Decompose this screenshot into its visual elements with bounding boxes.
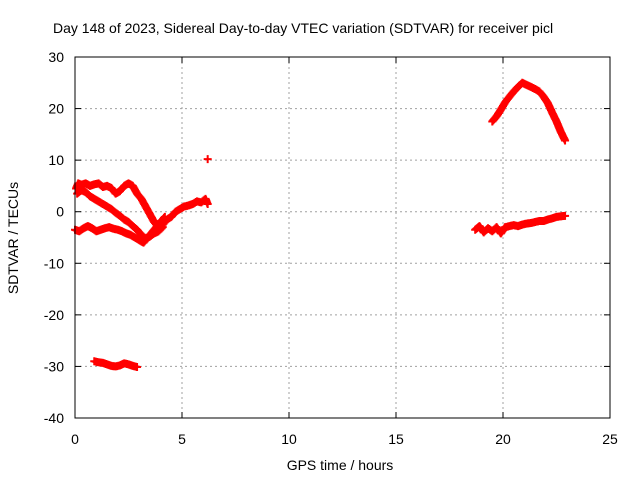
data-points bbox=[71, 78, 570, 371]
x-tick-label: 20 bbox=[495, 431, 511, 447]
x-tick-label: 10 bbox=[281, 431, 297, 447]
series-right-arc bbox=[488, 78, 570, 145]
y-tick-label: 0 bbox=[56, 204, 64, 220]
data-point bbox=[133, 362, 142, 371]
y-tick-label: 10 bbox=[48, 152, 64, 168]
data-point bbox=[561, 211, 570, 220]
y-tick-label: -10 bbox=[44, 255, 64, 271]
y-tick-label: 30 bbox=[48, 49, 64, 65]
y-axis-label: SDTVAR / TECUs bbox=[5, 182, 21, 294]
x-tick-label: 0 bbox=[71, 431, 79, 447]
chart-title: Day 148 of 2023, Sidereal Day-to-day VTE… bbox=[53, 20, 553, 36]
x-tick-label: 15 bbox=[388, 431, 404, 447]
x-tick-label: 5 bbox=[178, 431, 186, 447]
data-point bbox=[203, 155, 212, 164]
x-axis-label: GPS time / hours bbox=[287, 457, 394, 473]
y-tick-label: -20 bbox=[44, 307, 64, 323]
series-right-lower-band bbox=[471, 211, 570, 238]
plot-frame bbox=[74, 56, 611, 419]
data-point bbox=[203, 199, 212, 208]
y-tick-label: -40 bbox=[44, 410, 64, 426]
x-tick-label: 25 bbox=[602, 431, 618, 447]
grid-lines bbox=[75, 57, 610, 418]
y-tick-label: 20 bbox=[48, 101, 64, 117]
series-lower-left-band bbox=[71, 212, 169, 247]
series-lower-segment bbox=[90, 357, 142, 371]
y-tick-label: -30 bbox=[44, 358, 64, 374]
series-outlier bbox=[203, 155, 212, 164]
data-point bbox=[160, 212, 169, 221]
axis-ticks: 0 5 10 15 20 25 -40 -30 -20 -10 0 10 20 30 bbox=[44, 49, 618, 447]
data-point bbox=[561, 136, 570, 145]
